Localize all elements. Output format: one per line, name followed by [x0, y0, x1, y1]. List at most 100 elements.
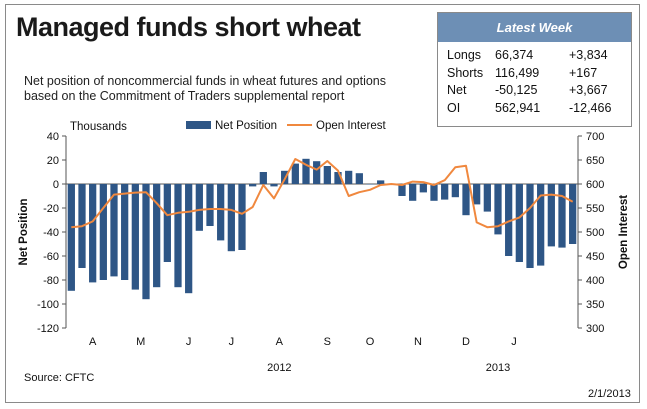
net-position-bar	[483, 184, 491, 212]
y-tick-label: -20	[43, 203, 59, 215]
latest-week-header: Latest Week	[438, 13, 631, 42]
latest-week-value: 66,374	[495, 48, 534, 62]
y-axis-title: Net Position	[18, 198, 30, 265]
latest-week-row-oi: OI 562,941 -12,466	[438, 99, 631, 117]
net-position-bar	[355, 173, 363, 184]
legend-swatch-net-position	[186, 121, 211, 129]
y-tick-label: -80	[43, 275, 59, 287]
y-tick-label: -60	[43, 251, 59, 263]
net-position-bar	[302, 158, 310, 184]
net-position-bar	[323, 166, 331, 184]
x-month-label: M	[136, 336, 145, 348]
latest-week-label: Net	[447, 83, 467, 97]
net-position-bar	[259, 172, 267, 184]
x-month-label: O	[366, 336, 375, 348]
net-position-bar	[473, 184, 481, 205]
net-position-bar	[291, 163, 299, 184]
latest-week-row-longs: Longs 66,374 +3,834	[438, 46, 631, 64]
y2-tick-label: 350	[586, 299, 604, 311]
net-position-bar	[217, 184, 225, 241]
net-position-bar	[441, 184, 449, 200]
net-position-bar	[377, 180, 385, 184]
chart-title: Managed funds short wheat	[16, 12, 361, 42]
net-position-bar	[494, 184, 502, 235]
latest-week-value: 562,941	[495, 100, 541, 115]
net-position-bar	[398, 184, 406, 196]
y2-tick-label: 450	[586, 251, 604, 263]
net-position-bar	[451, 184, 459, 198]
y2-tick-label: 700	[586, 131, 604, 143]
net-position-bar	[121, 184, 129, 280]
x-month-label: A	[276, 336, 284, 348]
latest-week-change: +3,834	[569, 48, 608, 62]
net-position-bar	[558, 184, 566, 248]
net-position-bar	[110, 184, 118, 277]
x-year-label: 2012	[267, 362, 291, 374]
x-month-label: D	[462, 336, 470, 348]
net-position-bar	[505, 184, 513, 256]
latest-week-value: 116,499	[495, 65, 540, 80]
y-tick-label: -100	[37, 299, 59, 311]
y-tick-label: 20	[47, 155, 59, 167]
net-position-bar	[366, 184, 374, 185]
net-position-bar	[131, 184, 139, 290]
y2-tick-label: 650	[586, 155, 604, 167]
chart-subtitle: Net position of noncommercial funds in w…	[24, 74, 387, 103]
x-month-label: N	[414, 336, 422, 348]
y2-tick-label: 550	[586, 203, 604, 215]
legend-label-open-interest: Open Interest	[316, 120, 386, 132]
net-position-bar	[526, 184, 534, 268]
y2-axis-title: Open Interest	[618, 195, 630, 269]
open-interest-line	[71, 158, 574, 229]
y2-tick-label: 600	[586, 179, 604, 191]
net-position-bar	[174, 184, 182, 288]
net-position-bar	[195, 184, 203, 231]
latest-week-box: Latest Week Longs 66,374 +3,834 Shorts 1…	[437, 12, 632, 127]
latest-week-row-net: Net -50,125 +3,667	[438, 81, 631, 99]
net-position-bar	[249, 184, 257, 187]
net-position-bar	[419, 184, 427, 193]
x-month-label: A	[89, 336, 97, 348]
net-position-bar	[462, 184, 470, 216]
source-note: Source: CFTC	[24, 372, 95, 384]
x-month-label: J	[186, 336, 192, 348]
y2-tick-label: 300	[586, 323, 604, 335]
net-position-bar	[185, 184, 193, 294]
net-position-bar	[89, 184, 97, 283]
net-position-bar	[67, 184, 75, 291]
net-position-bar	[569, 184, 577, 244]
latest-week-label: OI	[447, 100, 461, 115]
y-tick-label: -40	[43, 227, 59, 239]
left-axis-units-label: Thousands	[70, 121, 127, 133]
latest-week-label: Shorts	[447, 65, 484, 80]
net-position-bar	[238, 184, 246, 250]
net-position-bar	[206, 184, 214, 226]
latest-week-change: +3,667	[569, 83, 608, 97]
y-tick-label: 0	[53, 179, 59, 191]
latest-week-value: -50,125	[495, 83, 538, 97]
latest-week-label: Longs	[447, 48, 482, 62]
net-position-bar	[153, 184, 161, 288]
net-position-bar	[163, 184, 171, 262]
latest-week-change: -12,466	[569, 100, 612, 115]
net-position-bar	[547, 184, 555, 247]
net-position-bar	[345, 170, 353, 184]
y-tick-label: -120	[37, 323, 59, 335]
net-position-bar	[227, 184, 235, 252]
net-position-bar	[515, 184, 523, 262]
legend-label-net-position: Net Position	[215, 120, 277, 132]
y2-tick-label: 500	[586, 227, 604, 239]
net-position-bar	[313, 161, 321, 184]
net-position-bar	[537, 184, 545, 266]
net-position-bar	[99, 184, 107, 280]
net-position-bar	[409, 184, 417, 201]
x-month-label: J	[229, 336, 235, 348]
y2-tick-label: 400	[586, 275, 604, 287]
y-tick-label: 40	[47, 131, 59, 143]
net-position-bar	[430, 184, 438, 201]
date-note: 2/1/2013	[588, 388, 631, 400]
x-month-label: S	[324, 336, 331, 348]
x-month-label: J	[511, 336, 517, 348]
latest-week-change: +167	[569, 65, 598, 80]
